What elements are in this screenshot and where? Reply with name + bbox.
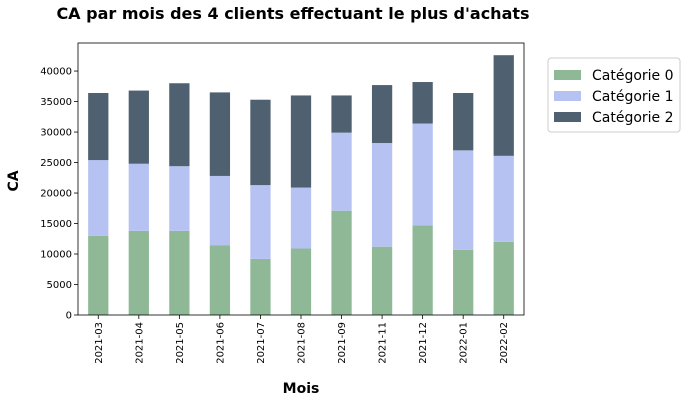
- y-tick-label: 15000: [40, 219, 72, 230]
- bar-2022-01-series-2: [453, 93, 474, 151]
- x-tick-label: 2021-06: [215, 322, 226, 364]
- bar-2021-11-series-2: [371, 85, 393, 144]
- bar-2022-02-series-1: [493, 155, 514, 242]
- x-tick-label: 2022-01: [459, 322, 470, 364]
- bar-2021-04-series-2: [128, 90, 149, 164]
- bar-2021-08-series-1: [290, 187, 312, 249]
- y-tick-label: 5000: [47, 280, 72, 291]
- bar-2021-09-series-1: [331, 132, 352, 211]
- bar-2021-05-series-0: [169, 230, 190, 315]
- bar-2021-05-series-2: [169, 83, 190, 167]
- x-tick-label: 2021-12: [418, 322, 429, 364]
- bar-2021-12-series-0: [412, 225, 433, 315]
- legend-swatch-2: [554, 112, 581, 122]
- bar-2021-11-series-1: [371, 143, 393, 247]
- bar-2021-05-series-1: [169, 166, 190, 231]
- bar-2022-02-series-2: [493, 55, 514, 156]
- x-axis-title: Mois: [283, 381, 320, 397]
- bar-2021-03-series-1: [88, 160, 109, 236]
- legend-swatch-0: [554, 70, 581, 80]
- y-tick-label: 40000: [40, 67, 72, 78]
- bar-2021-06-series-1: [209, 175, 231, 246]
- bar-2021-03-series-0: [88, 235, 109, 315]
- y-tick-label: 0: [66, 311, 72, 322]
- bar-2021-04-series-1: [128, 163, 149, 231]
- bar-2021-11-series-0: [371, 246, 393, 315]
- y-tick-label: 20000: [40, 189, 72, 200]
- bar-2021-09-series-2: [331, 95, 352, 133]
- x-axis: 2021-03 2021-04 2021-05 2021-06 2021-07 2021-…: [94, 315, 510, 364]
- bar-2021-03-series-2: [88, 93, 109, 161]
- bar-2021-07-series-1: [250, 185, 271, 259]
- y-tick-label: 35000: [40, 97, 72, 108]
- plot-frame: [77, 42, 525, 316]
- bar-2022-02-series-0: [493, 241, 514, 315]
- x-tick-label: 2021-09: [337, 322, 348, 364]
- legend: Catégorie 0 Catégorie 1 Catégorie 2: [547, 57, 681, 133]
- chart-title: CA par mois des 4 clients effectuant le …: [56, 4, 529, 23]
- legend-label-0: Catégorie 0: [592, 68, 674, 84]
- y-tick-label: 10000: [40, 250, 72, 261]
- bar-2021-12-series-1: [412, 123, 433, 226]
- y-tick-label: 25000: [40, 158, 72, 169]
- x-tick-label: 2021-11: [378, 322, 389, 364]
- x-tick-label: 2022-02: [499, 322, 510, 364]
- x-tick-label: 2021-05: [175, 322, 186, 364]
- x-tick-label: 2021-08: [297, 322, 308, 364]
- x-tick-label: 2021-07: [256, 322, 267, 364]
- bar-2021-06-series-2: [209, 92, 231, 176]
- bar-2021-12-series-2: [412, 82, 433, 124]
- bars-group: [88, 55, 514, 315]
- x-tick-label: 2021-03: [94, 322, 105, 364]
- bar-2021-07-series-0: [250, 258, 271, 315]
- legend-label-2: Catégorie 2: [592, 110, 674, 126]
- x-tick-label: 2021-04: [134, 322, 145, 364]
- bar-2022-01-series-0: [453, 249, 474, 315]
- bar-2021-08-series-0: [290, 248, 312, 315]
- y-axis: 0 5000 10000 15000 20000 25000 30000 35000 40000: [40, 67, 78, 322]
- legend-label-1: Catégorie 1: [592, 89, 674, 105]
- bar-2021-08-series-2: [290, 95, 312, 188]
- y-tick-label: 30000: [40, 128, 72, 139]
- y-axis-title: CA: [6, 170, 22, 191]
- bar-2021-07-series-2: [250, 99, 271, 186]
- bar-2021-06-series-0: [209, 245, 231, 315]
- legend-swatch-1: [554, 91, 581, 101]
- bar-2021-09-series-0: [331, 210, 352, 315]
- bar-2021-04-series-0: [128, 230, 149, 315]
- bar-2022-01-series-1: [453, 150, 474, 250]
